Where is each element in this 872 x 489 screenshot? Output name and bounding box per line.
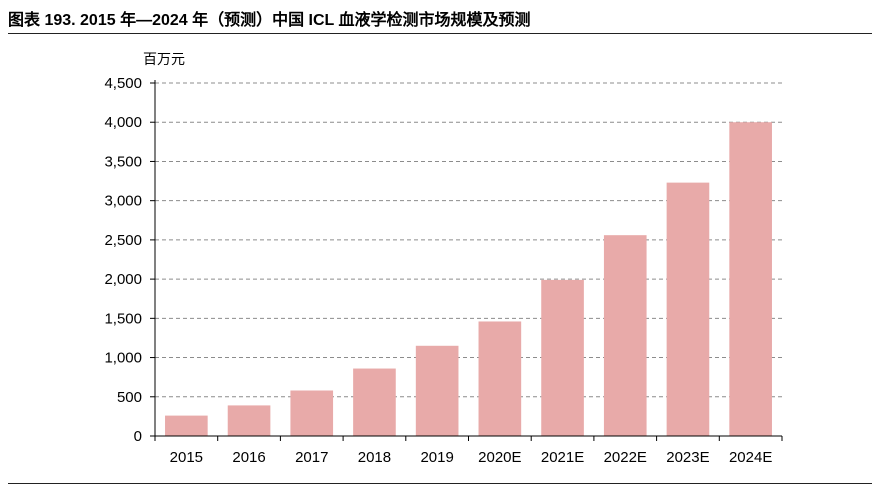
x-tick-label: 2017 [295, 449, 328, 466]
axes [150, 80, 783, 441]
y-tick-label: 4,000 [104, 114, 142, 131]
x-tick-labels: 2015 2016 2017 2018 2019 2020E 2021E 2022E 2023E… [170, 449, 773, 466]
y-tick-label: 2,500 [104, 232, 142, 249]
bottom-divider [8, 483, 872, 484]
bar-2019 [415, 345, 459, 436]
bar-2015 [165, 415, 208, 436]
x-tick-label: 2022E [604, 449, 647, 466]
y-tick-label: 4,500 [104, 75, 142, 92]
y-tick-label: 3,000 [104, 193, 142, 210]
bars [165, 122, 772, 436]
y-unit-label: 百万元 [143, 51, 185, 67]
bar-2021E [541, 279, 584, 436]
title-divider [8, 33, 872, 34]
y-tick-label: 0 [134, 428, 142, 445]
y-tick-label: 3,500 [104, 153, 142, 170]
bar-2020E [478, 321, 522, 436]
x-tick-label: 2016 [232, 449, 265, 466]
y-tick-label: 500 [117, 389, 142, 406]
y-tick-label: 1,500 [104, 310, 142, 327]
bar-2016 [227, 405, 271, 436]
bar-2018 [353, 368, 396, 436]
y-tick-label: 2,000 [104, 271, 142, 288]
bar-2022E [603, 235, 647, 436]
x-tick-label: 2020E [478, 449, 521, 466]
x-tick-label: 2021E [541, 449, 584, 466]
y-tick-label: 1,000 [104, 350, 142, 367]
y-tick-labels: 0 500 1,000 1,500 2,000 2,500 3,000 3,500 4,000 4… [104, 75, 142, 445]
chart-title: 图表 193. 2015 年—2024 年（预测）中国 ICL 血液学检测市场规… [8, 12, 531, 29]
x-tick-label: 2023E [666, 449, 709, 466]
x-tick-label: 2018 [358, 449, 391, 466]
bar-2024E [729, 122, 772, 436]
x-tick-label: 2019 [420, 449, 453, 466]
x-tick-label: 2024E [729, 449, 772, 466]
bar-2017 [290, 390, 334, 436]
bar-2023E [666, 182, 710, 436]
x-tick-label: 2015 [170, 449, 203, 466]
